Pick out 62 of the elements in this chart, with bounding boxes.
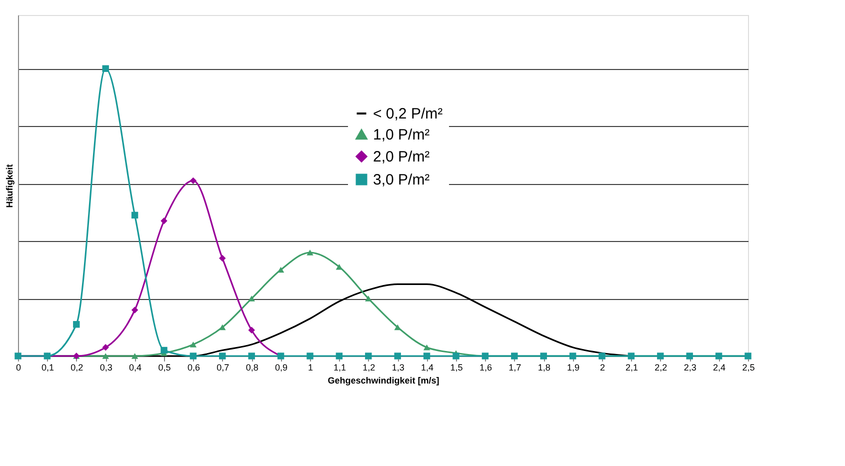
x-tick-label: 2,5 (742, 362, 755, 372)
point (336, 352, 343, 360)
point (423, 352, 430, 360)
x-tick-label: 0,5 (158, 362, 171, 372)
legend-label: 2,0 P/m² (373, 148, 430, 166)
x-tick-label: 1,8 (538, 362, 550, 372)
point (248, 326, 255, 334)
x-tick-label: 0,9 (275, 362, 288, 372)
point (394, 324, 401, 330)
point (248, 296, 255, 302)
x-tick-label: 0,4 (129, 362, 142, 372)
point (131, 353, 138, 359)
x-tick-label: 0,3 (100, 362, 112, 372)
point (190, 177, 197, 184)
point (102, 353, 109, 359)
x-tick-label: 2,2 (654, 362, 668, 372)
x-tick-label: 1,4 (421, 362, 434, 372)
x-tick-label: 1,6 (479, 362, 492, 372)
point (306, 352, 314, 360)
x-tick-label: 2,3 (684, 362, 696, 372)
legend-label: 1,0 P/m² (373, 126, 430, 144)
x-tick-label: 2,4 (713, 362, 726, 372)
point (102, 344, 109, 351)
x-tick-label: 1,5 (450, 362, 463, 372)
point (131, 306, 138, 314)
x-tick-label: 1,2 (362, 362, 376, 372)
point (394, 352, 401, 360)
point (160, 218, 168, 224)
point (248, 352, 255, 360)
x-tick-label: 2,1 (625, 362, 638, 372)
point (219, 352, 226, 360)
x-axis-title: Gehgeschwindigkeit [m/s] (328, 376, 440, 386)
point (131, 212, 138, 219)
x-tick-label: 0 (16, 362, 22, 372)
x-tick-label: 0,1 (41, 362, 54, 372)
x-tick-label: 1,3 (392, 362, 404, 372)
x-tick-label: 1 (308, 362, 314, 372)
legend-label: 3,0 P/m² (373, 172, 430, 188)
point (219, 324, 226, 330)
x-tick-label: 0,6 (187, 362, 200, 372)
x-tick-label: 0,8 (246, 362, 258, 372)
x-tick-label: 1,7 (508, 362, 522, 372)
point (423, 344, 430, 350)
point (219, 254, 226, 262)
x-tick-label: 1,9 (567, 362, 580, 372)
point (306, 250, 314, 256)
point (365, 352, 372, 360)
point (365, 296, 372, 302)
point (277, 266, 284, 273)
x-tick-label: 2 (600, 362, 606, 372)
x-tick-label: 1,1 (333, 362, 346, 372)
point (190, 352, 197, 360)
x-tick-label: 0,7 (216, 362, 230, 372)
point (336, 264, 343, 270)
point (102, 65, 109, 72)
point (73, 321, 80, 328)
legend-label: < 0,2 P/m² (373, 106, 443, 122)
point (190, 342, 197, 348)
point (160, 346, 168, 354)
x-tick-label: 0,2 (70, 362, 84, 372)
point (452, 352, 460, 360)
y-axis-title: Häufigkeit (4, 164, 14, 208)
